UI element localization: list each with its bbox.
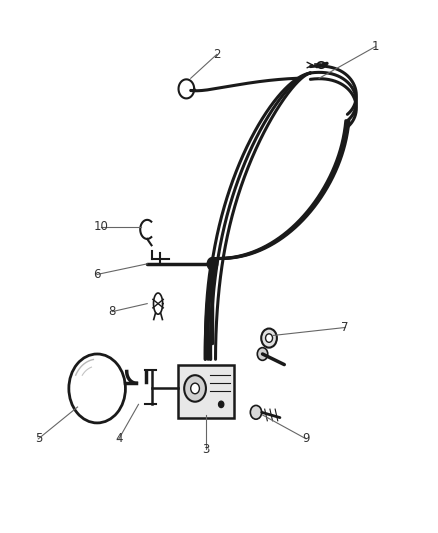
Circle shape bbox=[69, 354, 125, 423]
Text: 10: 10 bbox=[94, 220, 109, 233]
Text: 4: 4 bbox=[115, 432, 123, 446]
Text: 3: 3 bbox=[202, 443, 210, 456]
Circle shape bbox=[207, 257, 218, 270]
Text: 5: 5 bbox=[35, 432, 42, 446]
Circle shape bbox=[257, 348, 268, 360]
Circle shape bbox=[191, 383, 199, 394]
Text: 8: 8 bbox=[109, 305, 116, 318]
Text: 1: 1 bbox=[372, 40, 379, 53]
Text: 6: 6 bbox=[93, 268, 101, 281]
Circle shape bbox=[184, 375, 206, 402]
Circle shape bbox=[219, 401, 224, 408]
Text: 7: 7 bbox=[342, 321, 349, 334]
FancyBboxPatch shape bbox=[178, 365, 234, 418]
Circle shape bbox=[265, 334, 272, 342]
Text: 9: 9 bbox=[302, 432, 310, 446]
Text: 2: 2 bbox=[213, 48, 221, 61]
Circle shape bbox=[261, 328, 277, 348]
Circle shape bbox=[251, 406, 261, 419]
Ellipse shape bbox=[318, 62, 325, 68]
